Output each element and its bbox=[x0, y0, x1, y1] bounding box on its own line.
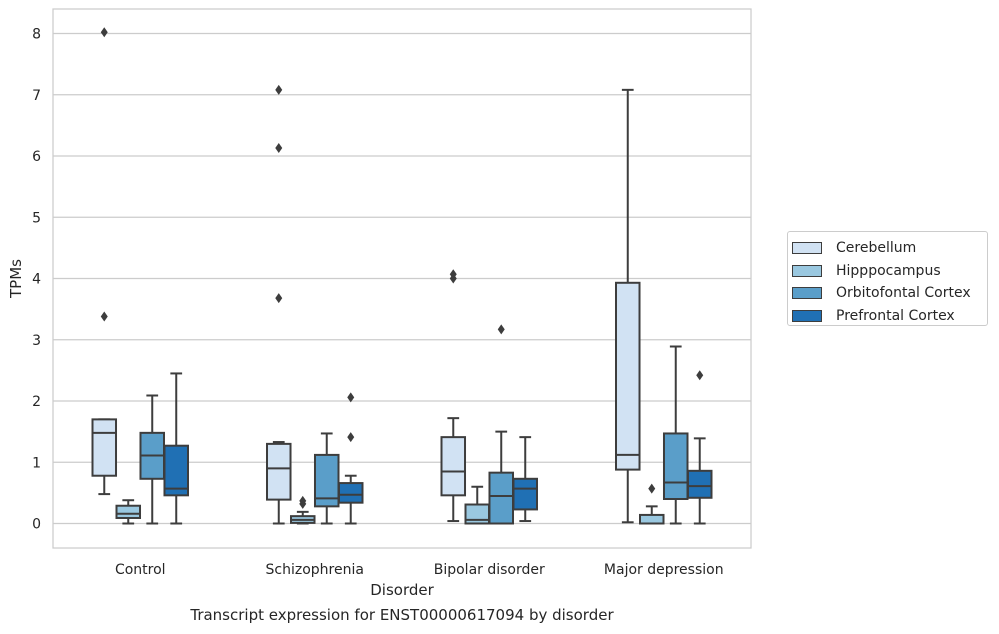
box-cerebellum bbox=[91, 27, 118, 496]
outlier-point bbox=[696, 370, 704, 381]
y-tick-labels: 0 1 2 3 4 5 6 7 8 bbox=[32, 27, 41, 533]
x-tick-label: Schizophrenia bbox=[266, 562, 364, 578]
box-cerebellum bbox=[440, 269, 467, 523]
x-tick-label: Bipolar disorder bbox=[434, 562, 545, 578]
box-iqr bbox=[266, 442, 292, 501]
outlier-point bbox=[648, 483, 656, 494]
y-tick-label: 6 bbox=[32, 149, 41, 165]
box-iqr bbox=[440, 436, 467, 497]
legend-item: Prefrontal Cortex bbox=[792, 305, 987, 328]
box-orbitofontal-cortex bbox=[139, 394, 166, 525]
x-tick-labels: Control Schizophrenia Bipolar disorder Majo… bbox=[115, 562, 724, 578]
y-tick-label: 5 bbox=[32, 210, 41, 226]
box-orbitofontal-cortex bbox=[313, 432, 340, 525]
y-tick-label: 8 bbox=[32, 27, 41, 43]
box-orbitofontal-cortex bbox=[488, 324, 515, 525]
outlier-point bbox=[100, 27, 108, 38]
chart-caption: Transcript expression for ENST0000061709… bbox=[190, 606, 614, 624]
x-tick-label: Major depression bbox=[604, 562, 724, 578]
box-iqr bbox=[337, 482, 364, 504]
y-tick-label: 2 bbox=[32, 394, 41, 410]
boxes bbox=[91, 27, 713, 525]
legend-item: Hipppocampus bbox=[792, 260, 987, 283]
x-axis-label: Disorder bbox=[370, 581, 434, 599]
y-tick-label: 3 bbox=[32, 333, 41, 349]
box-prefrontal-cortex bbox=[686, 370, 713, 525]
box-prefrontal-cortex bbox=[512, 436, 538, 523]
box-hipppocampus bbox=[464, 485, 491, 525]
box-iqr bbox=[488, 471, 515, 525]
y-axis-label: TPMs bbox=[7, 259, 25, 299]
legend-label: Hipppocampus bbox=[836, 262, 941, 279]
box-cerebellum bbox=[615, 88, 641, 524]
box-orbitofontal-cortex bbox=[662, 345, 689, 525]
box-iqr bbox=[686, 469, 713, 499]
legend-swatch bbox=[792, 287, 822, 300]
outlier-point bbox=[275, 293, 283, 304]
outlier-point bbox=[275, 84, 283, 95]
legend-label: Cerebellum bbox=[836, 240, 917, 257]
legend: Cerebellum Hipppocampus Orbitofontal Corte… bbox=[787, 231, 988, 326]
x-tick-label: Control bbox=[115, 562, 166, 578]
box-hipppocampus bbox=[638, 483, 665, 525]
plot-frame bbox=[52, 8, 752, 549]
y-tick-label: 7 bbox=[32, 88, 41, 104]
box-iqr bbox=[91, 418, 118, 477]
box-iqr bbox=[115, 504, 142, 519]
box-iqr bbox=[313, 453, 340, 508]
box-cerebellum bbox=[266, 84, 292, 525]
outlier-point bbox=[275, 143, 283, 154]
outlier-point bbox=[299, 495, 307, 506]
legend-swatch bbox=[792, 264, 822, 277]
legend-label: Orbitofontal Cortex bbox=[836, 285, 971, 302]
box-iqr bbox=[512, 477, 538, 511]
legend-label: Prefrontal Cortex bbox=[836, 307, 955, 324]
box-hipppocampus bbox=[289, 495, 316, 525]
box-prefrontal-cortex bbox=[337, 392, 364, 525]
box-iqr bbox=[662, 432, 689, 500]
box-prefrontal-cortex bbox=[163, 372, 189, 525]
outlier-point bbox=[100, 311, 108, 322]
outlier-point bbox=[497, 324, 505, 335]
y-tick-label: 0 bbox=[32, 517, 41, 533]
box-iqr bbox=[638, 513, 665, 525]
y-tick-label: 1 bbox=[32, 455, 41, 471]
box-hipppocampus bbox=[115, 499, 142, 525]
legend-swatch bbox=[792, 309, 822, 322]
outlier-point bbox=[449, 269, 457, 280]
outlier-point bbox=[347, 432, 355, 443]
legend-item: Orbitofontal Cortex bbox=[792, 282, 987, 305]
legend-item: Cerebellum bbox=[792, 237, 987, 260]
outlier-point bbox=[347, 392, 355, 403]
legend-swatch bbox=[792, 242, 822, 255]
box-iqr bbox=[163, 444, 189, 497]
box-iqr bbox=[615, 281, 641, 471]
y-tick-label: 4 bbox=[32, 272, 41, 288]
